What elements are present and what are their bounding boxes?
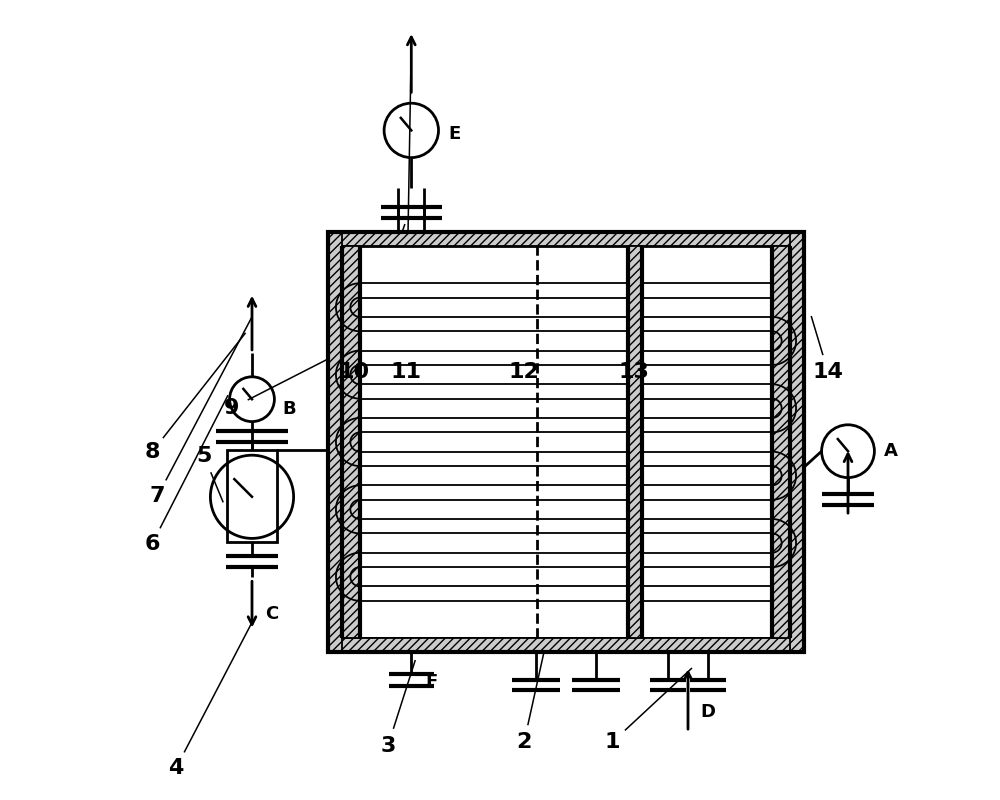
Bar (342, 246, 360, 638)
Text: 14: 14 (813, 362, 843, 382)
Text: 9: 9 (224, 398, 240, 418)
Bar (642, 246, 790, 638)
Text: 12: 12 (509, 362, 539, 382)
Text: 3: 3 (380, 736, 396, 755)
Bar (628, 246, 642, 638)
Bar (790, 232, 804, 652)
Bar (772, 246, 790, 638)
Bar (328, 232, 342, 652)
Text: B: B (282, 400, 296, 418)
Text: A: A (884, 442, 898, 460)
Text: E: E (448, 126, 460, 143)
Bar (328, 232, 804, 246)
Bar (342, 246, 790, 638)
Text: F: F (426, 674, 438, 691)
Text: 6: 6 (144, 534, 160, 554)
Bar (328, 638, 804, 652)
Text: 8: 8 (144, 442, 160, 462)
Text: 7: 7 (150, 486, 165, 506)
Text: 1: 1 (604, 733, 620, 752)
Text: 2: 2 (516, 733, 532, 752)
Bar (328, 232, 804, 652)
Bar (227, 450, 277, 542)
Text: 11: 11 (390, 362, 421, 382)
Text: 10: 10 (339, 362, 370, 382)
Text: 4: 4 (168, 758, 184, 778)
Text: 13: 13 (619, 362, 650, 382)
Text: D: D (701, 703, 716, 721)
Text: C: C (265, 606, 278, 623)
Text: 5: 5 (196, 446, 212, 466)
